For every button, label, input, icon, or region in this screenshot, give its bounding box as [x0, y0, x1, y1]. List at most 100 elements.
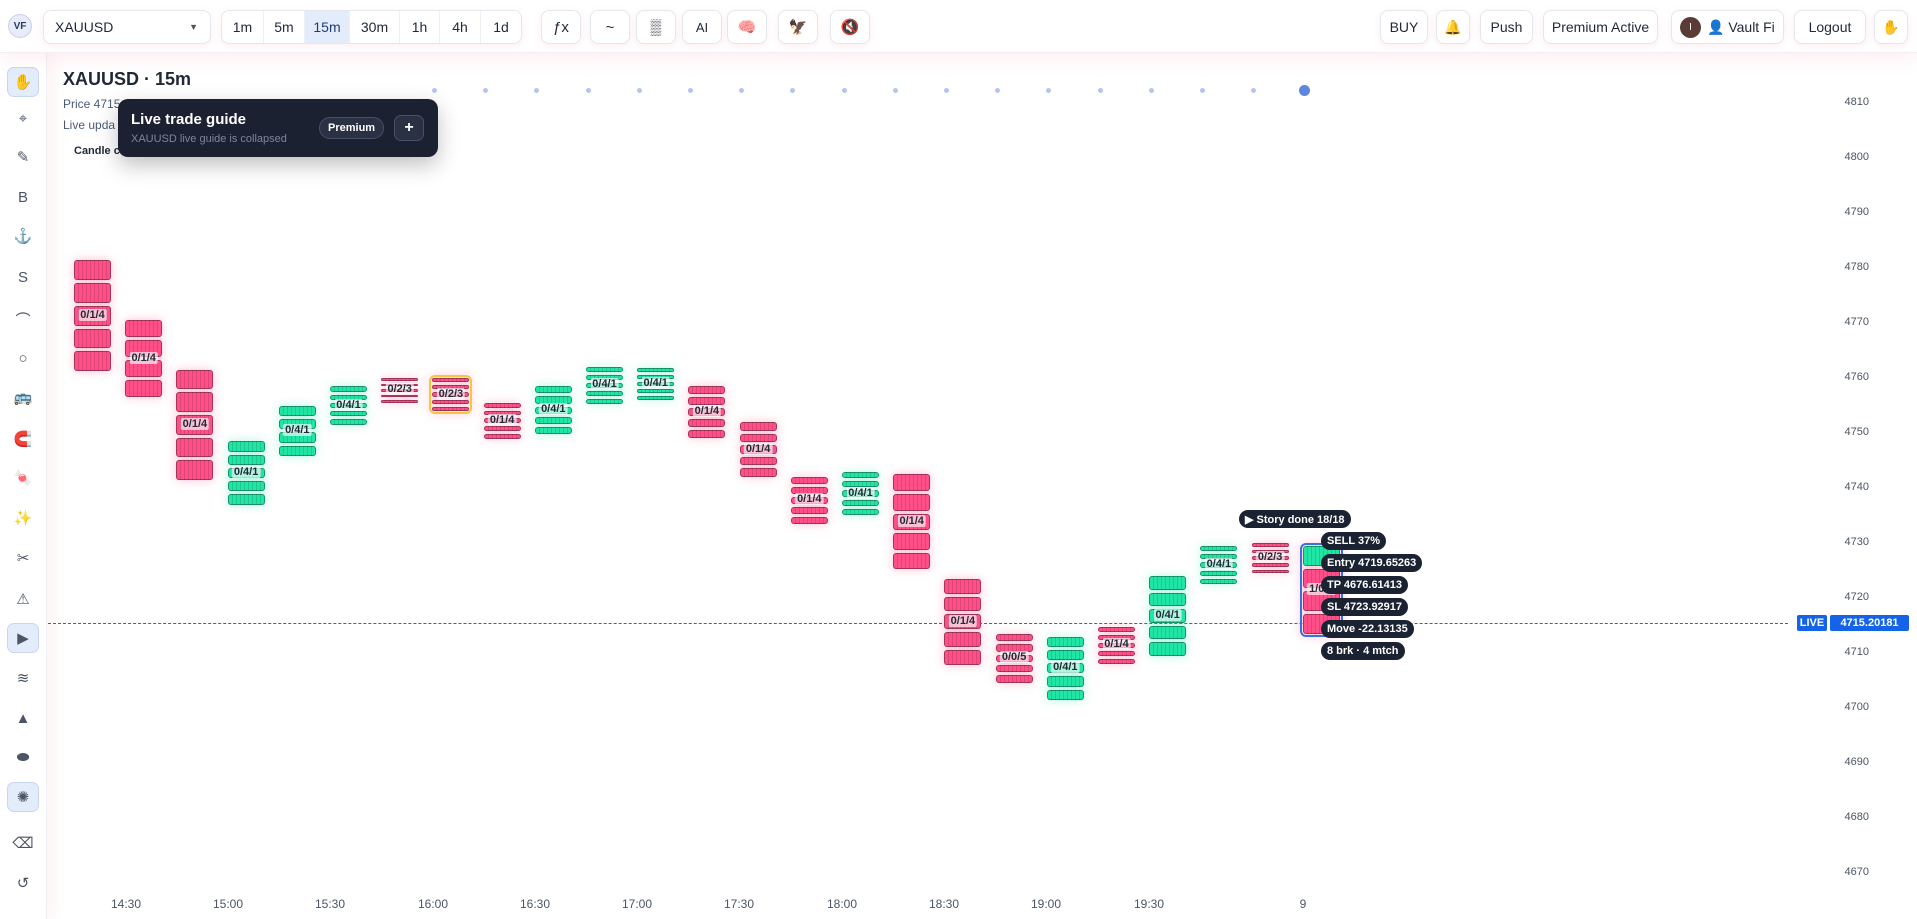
- candy-tool[interactable]: 🍬: [13, 470, 33, 487]
- account-button[interactable]: I 👤 Vault Fi: [1671, 10, 1784, 44]
- candle[interactable]: 0/2/3: [381, 378, 419, 403]
- timeframe-1d[interactable]: 1d: [493, 19, 509, 35]
- eraser-tool[interactable]: ⌫: [12, 835, 34, 852]
- candle[interactable]: 0/4/1: [227, 441, 265, 505]
- candle-block: [227, 494, 265, 505]
- expand-guide-button[interactable]: +: [394, 115, 424, 141]
- candle[interactable]: 0/1/4: [893, 474, 931, 570]
- candle[interactable]: 0/1/4: [125, 320, 163, 398]
- story-dot[interactable]: [585, 88, 591, 93]
- sparkle-tool[interactable]: ✨: [13, 510, 33, 527]
- story-dot[interactable]: [944, 88, 949, 93]
- timeframe-1h[interactable]: 1h: [400, 11, 440, 43]
- candle[interactable]: 0/4/1: [1149, 576, 1187, 656]
- curve-tool[interactable]: ⌒: [15, 311, 31, 329]
- grid-pattern-icon[interactable]: ▒: [636, 10, 676, 44]
- premium-active-button[interactable]: Premium Active: [1543, 10, 1658, 44]
- story-dot[interactable]: [739, 88, 745, 93]
- candle[interactable]: 0/1/4: [790, 477, 828, 524]
- live-trade-guide-panel[interactable]: Live trade guide XAUUSD live guide is co…: [118, 99, 438, 157]
- price-chart[interactable]: XAUUSD · 15m Price 4715 Live upda Candle…: [48, 53, 1917, 919]
- story-dot[interactable]: [636, 88, 642, 93]
- waves-tool[interactable]: ≋: [16, 670, 30, 687]
- candle[interactable]: 0/1/4: [74, 259, 111, 372]
- story-dot[interactable]: [1097, 88, 1103, 93]
- story-done-badge[interactable]: ▶ Story done 18/18: [1239, 510, 1351, 528]
- x-tick-label: 15:00: [212, 897, 244, 911]
- candle[interactable]: 0/2/3: [429, 375, 473, 414]
- candle[interactable]: 0/4/1: [278, 405, 316, 457]
- reset-tool[interactable]: ↺: [16, 875, 30, 892]
- logout-button[interactable]: Logout: [1794, 10, 1866, 44]
- story-dot[interactable]: [1148, 88, 1154, 93]
- formula-icon[interactable]: ƒx: [541, 10, 581, 44]
- wave-icon[interactable]: ~: [590, 10, 630, 44]
- timeframe-1m[interactable]: 1m: [222, 11, 264, 43]
- candle-block: [842, 471, 879, 478]
- candle[interactable]: 0/1/4: [483, 402, 521, 439]
- candle[interactable]: 0/2/3: [1251, 543, 1289, 574]
- story-dot[interactable]: [1251, 88, 1257, 93]
- timeframe-30m[interactable]: 30m: [350, 11, 400, 43]
- story-dot[interactable]: [841, 88, 847, 93]
- x-tick-label: 16:00: [417, 897, 449, 911]
- story-dot[interactable]: [892, 88, 898, 93]
- sun-tool[interactable]: ✺: [7, 782, 39, 812]
- story-dot[interactable]: [790, 88, 796, 93]
- story-dot[interactable]: [1046, 88, 1052, 93]
- y-tick-label: 4690: [1844, 756, 1869, 768]
- candle[interactable]: 0/0/5: [995, 633, 1033, 683]
- cut-tool[interactable]: ✂: [16, 550, 30, 567]
- candle[interactable]: 0/1/4: [944, 578, 982, 666]
- symbol-select[interactable]: XAUUSD ▼: [43, 10, 211, 44]
- triangle-tool[interactable]: ▲: [15, 709, 31, 727]
- mute-icon[interactable]: 🔇: [830, 10, 870, 44]
- hand-icon[interactable]: ✋: [1874, 10, 1908, 44]
- brain-icon[interactable]: 🧠: [727, 10, 767, 44]
- entry-tag: Entry 4719.65263: [1321, 554, 1423, 572]
- candle[interactable]: 0/1/4: [739, 422, 777, 477]
- candle[interactable]: 0/1/4: [688, 386, 726, 439]
- pan-tool[interactable]: ✋: [7, 67, 39, 97]
- crosshair-tool[interactable]: ⌖: [18, 109, 28, 127]
- ellipse-tool[interactable]: ⬬: [16, 748, 30, 766]
- story-dot[interactable]: [483, 88, 489, 93]
- b-tool[interactable]: B: [17, 188, 28, 206]
- story-dot[interactable]: [1200, 88, 1205, 93]
- bus-tool[interactable]: 🚌: [13, 389, 33, 406]
- candle[interactable]: 0/4/1: [586, 367, 623, 404]
- story-dot[interactable]: [995, 88, 1001, 93]
- eagle-icon[interactable]: 🦅: [778, 10, 818, 44]
- premium-badge[interactable]: Premium: [319, 117, 385, 139]
- circle-tool[interactable]: ○: [18, 349, 28, 367]
- s-tool[interactable]: S: [17, 268, 28, 286]
- candle-block: [1098, 626, 1135, 632]
- bell-icon[interactable]: 🔔: [1436, 10, 1470, 44]
- anchor-tool[interactable]: ⚓: [13, 228, 33, 245]
- candle[interactable]: 0/4/1: [637, 368, 675, 400]
- story-dot[interactable]: [1299, 85, 1311, 96]
- candle[interactable]: 0/1/4: [176, 369, 214, 480]
- candle[interactable]: 0/4/1: [330, 386, 367, 425]
- candle-block: [1149, 625, 1187, 640]
- candle-block: [944, 650, 982, 666]
- story-dot[interactable]: [688, 88, 693, 93]
- ai-button[interactable]: AI: [682, 10, 722, 44]
- magnet-tool[interactable]: 🧲: [13, 431, 33, 448]
- candle[interactable]: 0/4/1: [534, 386, 572, 435]
- push-button[interactable]: Push: [1480, 10, 1533, 44]
- candle[interactable]: 0/4/1: [1200, 545, 1238, 585]
- candle[interactable]: 0/4/1: [1046, 636, 1084, 700]
- pencil-tool[interactable]: ✎: [16, 149, 30, 166]
- candle[interactable]: 0/1/4: [1098, 626, 1135, 664]
- timeframe-5m[interactable]: 5m: [264, 11, 305, 43]
- play-tool[interactable]: ▶: [7, 623, 39, 653]
- user-avatar[interactable]: VF: [8, 14, 32, 38]
- story-dot[interactable]: [432, 88, 437, 93]
- buy-button[interactable]: BUY: [1380, 10, 1428, 44]
- timeframe-4h[interactable]: 4h: [440, 11, 481, 43]
- story-dot[interactable]: [534, 88, 540, 93]
- candle[interactable]: 0/4/1: [842, 471, 879, 516]
- timeframe-15m[interactable]: 15m: [305, 11, 350, 43]
- warning-tool[interactable]: ⚠: [16, 591, 30, 608]
